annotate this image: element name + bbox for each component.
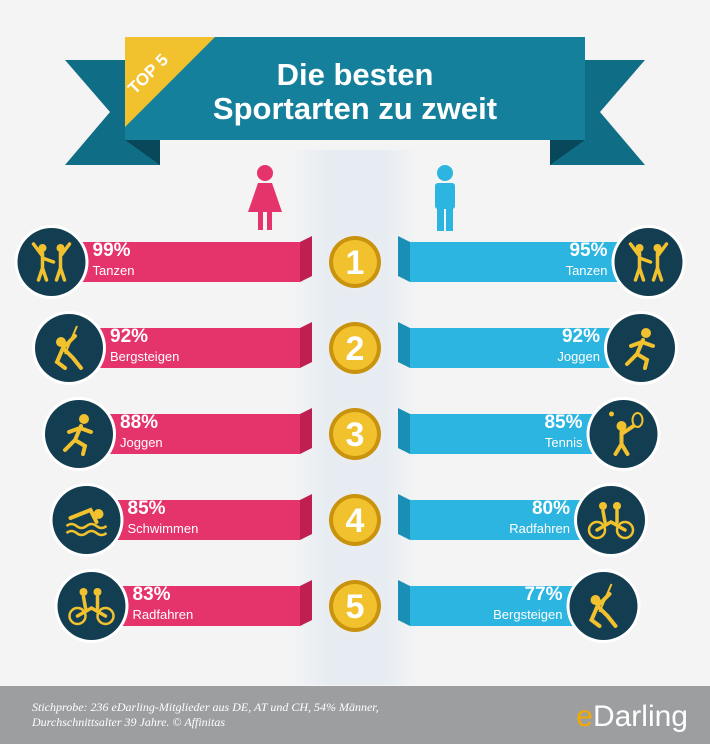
men-bar <box>410 586 603 626</box>
women-percent-label: 83% <box>132 584 171 605</box>
edarling-logo: eDarling <box>576 700 688 734</box>
women-icon-circle <box>52 486 121 554</box>
women-bar <box>80 414 300 454</box>
rank-medal <box>333 240 377 284</box>
women-bar <box>52 242 300 282</box>
footnote-line-1: Stichprobe: 236 eDarling-Mitglieder aus … <box>32 700 379 714</box>
women-percent-label: 99% <box>92 240 131 261</box>
women-bar-fold <box>300 494 312 540</box>
rank-number: 3 <box>346 416 365 454</box>
women-icon-circle <box>35 314 103 382</box>
title-banner <box>125 37 585 140</box>
swimming-icon <box>65 507 108 537</box>
men-percent-label: 80% <box>531 498 570 519</box>
women-sport-label: Bergsteigen <box>110 349 180 364</box>
footer-bar <box>0 686 710 744</box>
climbing-icon <box>589 583 618 628</box>
men-percent-label: 95% <box>569 240 608 261</box>
men-sport-label: Joggen <box>557 349 600 364</box>
rank-number: 4 <box>346 502 365 540</box>
women-bar <box>92 586 300 626</box>
women-bar <box>87 500 300 540</box>
rank-medal <box>333 584 377 628</box>
climbing-icon <box>54 325 83 370</box>
women-percent-label: 92% <box>110 326 149 347</box>
women-sport-label: Joggen <box>120 435 163 450</box>
women-percent-label: 85% <box>127 498 166 519</box>
women-bar <box>70 328 300 368</box>
banner-fold-left <box>125 140 160 165</box>
title-line-2: Sportarten zu zweit <box>212 91 498 126</box>
rank-number: 2 <box>346 330 365 368</box>
men-bar-fold <box>398 580 410 626</box>
women-bar-fold <box>300 408 312 454</box>
edarling-logo-rest: Darling <box>592 700 688 733</box>
men-sport-label: Tanzen <box>565 263 608 278</box>
tennis-icon <box>609 411 644 456</box>
footnote-line-2: Durchschnittsalter 39 Jahre. © Affinitas <box>32 715 225 729</box>
rank-number: 5 <box>346 588 365 626</box>
running-icon <box>63 414 93 456</box>
woman-icon <box>248 165 282 230</box>
edarling-logo-e: e <box>576 700 593 733</box>
men-bar <box>410 328 640 368</box>
tandem-bike-icon <box>587 502 635 540</box>
men-icon-circle <box>569 572 638 640</box>
top5-badge <box>125 37 215 127</box>
rank-medal <box>333 412 377 456</box>
men-percent-label: 92% <box>561 326 600 347</box>
rank-medal <box>333 326 377 370</box>
women-bar-fold <box>300 236 312 282</box>
rank-number: 1 <box>346 244 365 282</box>
men-bar-fold <box>398 322 410 368</box>
women-percent-label: 88% <box>120 412 159 433</box>
man-icon <box>435 165 455 231</box>
tandem-bike-icon <box>68 588 115 626</box>
dancing-icon <box>31 242 72 282</box>
women-bar-fold <box>300 580 312 626</box>
women-bar-fold <box>300 322 312 368</box>
running-icon <box>625 328 655 370</box>
banner-fold-right <box>550 140 585 165</box>
men-bar-fold <box>398 236 410 282</box>
men-percent-label: 85% <box>544 412 583 433</box>
men-sport-label: Tennis <box>544 435 583 450</box>
men-bar <box>410 414 623 454</box>
men-percent-label: 77% <box>524 584 563 605</box>
women-sport-label: Radfahren <box>132 607 194 622</box>
women-sport-label: Schwimmen <box>127 521 199 536</box>
men-bar <box>410 242 648 282</box>
men-bar-fold <box>398 494 410 540</box>
title-line-1: Die besten <box>276 57 434 92</box>
men-sport-label: Bergsteigen <box>493 607 563 622</box>
dancing-icon <box>628 242 669 282</box>
rank-medal <box>333 498 377 542</box>
men-bar <box>410 500 610 540</box>
women-sport-label: Tanzen <box>92 263 135 278</box>
men-sport-label: Radfahren <box>509 521 570 536</box>
men-bar-fold <box>398 408 410 454</box>
